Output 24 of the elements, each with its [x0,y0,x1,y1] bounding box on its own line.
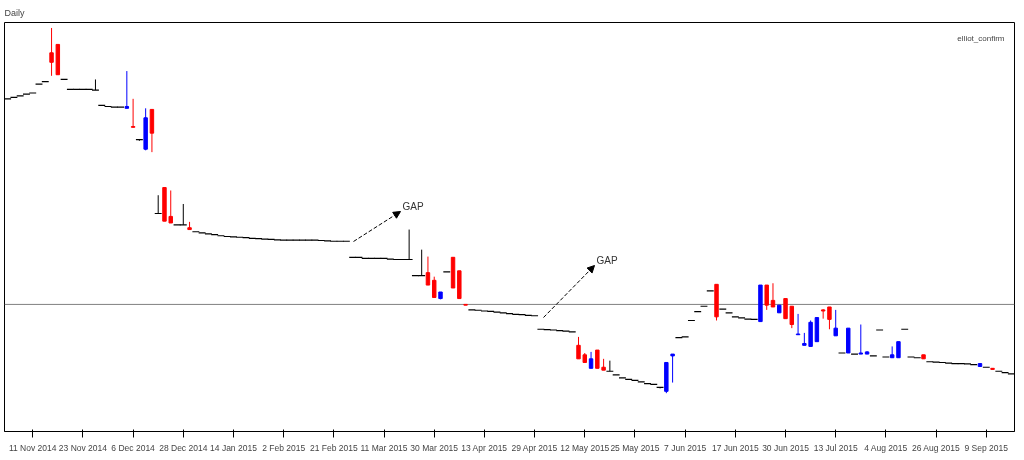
x-tick-label: 6 Dec 2014 [111,442,156,453]
annotation: elliot_confirm [957,33,1005,43]
x-tick-label: 14 Jan 2015 [210,442,258,453]
x-tick-label: 28 Dec 2014 [159,442,208,453]
x-tick-label: 23 Nov 2014 [58,442,108,453]
x-tick-label: 9 Sep 2015 [964,442,1009,453]
annotation: GAP [596,254,618,266]
x-tick-label: 11 Mar 2015 [360,442,408,453]
x-tick-label: 17 Jun 2015 [711,442,760,453]
x-tick-label: 21 Feb 2015 [309,442,358,453]
x-tick-label: 2 Feb 2015 [262,442,306,453]
x-tick-label: 13 Jul 2015 [813,442,858,453]
chart-title: Daily [4,7,25,18]
annotation: GAP [402,200,424,212]
x-tick-label: 25 May 2015 [610,442,660,453]
x-tick-label: 30 Jun 2015 [762,442,810,453]
x-tick-label: 7 Jun 2015 [664,442,707,453]
x-tick-label: 30 Mar 2015 [410,442,459,453]
x-tick-label: 29 Apr 2015 [511,442,558,453]
x-tick-label: 11 Nov 2014 [8,442,57,453]
x-tick-label: 4 Aug 2015 [864,442,908,453]
x-tick-label: 26 Aug 2015 [911,442,960,453]
x-tick-label: 13 Apr 2015 [461,442,508,453]
x-tick-label: 12 May 2015 [560,442,610,453]
